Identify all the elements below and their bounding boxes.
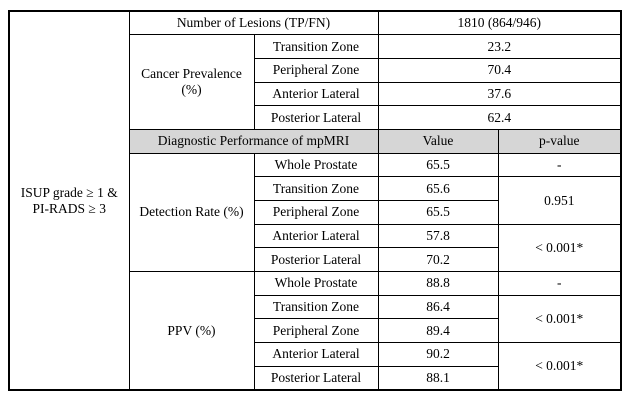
region-value-cell: 23.2 bbox=[377, 34, 622, 59]
table-row: Peripheral Zone 89.4 bbox=[9, 318, 621, 344]
region-value-cell: 65.5 bbox=[377, 152, 499, 178]
table-row: Posterior Lateral 88.1 bbox=[9, 365, 621, 391]
region-label-cell: Anterior Lateral bbox=[253, 81, 379, 107]
table-header-row: Diagnostic Performance of mpMRI Value p-… bbox=[9, 128, 622, 154]
pvalue-cell: - bbox=[497, 271, 622, 296]
region-label-cell: Peripheral Zone bbox=[253, 318, 379, 344]
region-value-cell: 62.4 bbox=[377, 105, 622, 130]
table-row: Anterior Lateral 37.6 bbox=[9, 81, 622, 107]
table-row: Posterior Lateral 70.2 bbox=[9, 247, 621, 273]
region-value-cell: 70.2 bbox=[377, 247, 499, 273]
region-value-cell: 86.4 bbox=[377, 294, 499, 320]
condition-label-cell: ISUP grade ≥ 1 & PI-RADS ≥ 3 bbox=[8, 10, 130, 391]
table-row: Peripheral Zone 70.4 bbox=[9, 57, 622, 83]
pvalue-cell: < 0.001* bbox=[497, 342, 622, 391]
region-label-cell: Posterior Lateral bbox=[253, 105, 379, 130]
region-value-cell: 65.5 bbox=[377, 200, 499, 225]
cancer-prevalence-label-line1: Cancer Prevalence bbox=[141, 66, 242, 82]
region-value-cell: 37.6 bbox=[377, 81, 622, 107]
region-value-cell: 88.1 bbox=[377, 365, 499, 391]
region-label-cell: Transition Zone bbox=[253, 34, 379, 59]
region-label-cell: Transition Zone bbox=[253, 294, 379, 320]
table-row: Detection Rate (%) Whole Prostate 65.5 - bbox=[9, 152, 622, 273]
region-label-cell: Posterior Lateral bbox=[253, 247, 379, 273]
value-column-header-cell: Value bbox=[377, 128, 499, 154]
ppv-label-cell: PPV (%) bbox=[128, 271, 255, 391]
table-row: Cancer Prevalence (%) Transition Zone 23… bbox=[9, 34, 622, 130]
diagnostic-performance-header-cell: Diagnostic Performance of mpMRI bbox=[128, 128, 379, 154]
pvalue-cell: - bbox=[497, 152, 622, 178]
table-row: ISUP grade ≥ 1 & PI-RADS ≥ 3 Number of L… bbox=[8, 10, 622, 391]
region-value-cell: 70.4 bbox=[377, 57, 622, 83]
table-row: Transition Zone 65.6 0.951 bbox=[9, 176, 622, 225]
region-label-cell: Whole Prostate bbox=[253, 271, 379, 296]
table-row: Peripheral Zone 65.5 bbox=[9, 200, 621, 225]
diagnostic-performance-table: ISUP grade ≥ 1 & PI-RADS ≥ 3 Number of L… bbox=[8, 10, 622, 391]
region-value-cell: 90.2 bbox=[377, 342, 499, 367]
table-row: PPV (%) Whole Prostate 88.8 - bbox=[9, 271, 622, 391]
region-label-cell: Anterior Lateral bbox=[253, 342, 379, 367]
table-row: Anterior Lateral 90.2 < 0.001* bbox=[9, 342, 622, 391]
detection-rate-label-cell: Detection Rate (%) bbox=[128, 152, 255, 273]
pvalue-column-header-cell: p-value bbox=[497, 128, 622, 154]
condition-label-line1: ISUP grade ≥ 1 & bbox=[20, 184, 118, 200]
region-value-cell: 88.8 bbox=[377, 271, 499, 296]
pvalue-cell: < 0.001* bbox=[497, 294, 622, 344]
lesions-label-cell: Number of Lesions (TP/FN) bbox=[128, 10, 379, 36]
region-label-cell: Peripheral Zone bbox=[253, 200, 379, 225]
region-value-cell: 89.4 bbox=[377, 318, 499, 344]
region-value-cell: 65.6 bbox=[377, 176, 499, 201]
region-label-cell: Peripheral Zone bbox=[253, 57, 379, 83]
cancer-prevalence-label-cell: Cancer Prevalence (%) bbox=[128, 34, 255, 130]
pvalue-cell: 0.951 bbox=[497, 176, 622, 225]
region-label-cell: Anterior Lateral bbox=[253, 223, 379, 249]
region-label-cell: Whole Prostate bbox=[253, 152, 379, 178]
pvalue-cell: < 0.001* bbox=[497, 223, 622, 273]
lesions-value-cell: 1810 (864/946) bbox=[377, 10, 622, 36]
region-label-cell: Transition Zone bbox=[253, 176, 379, 201]
region-label-cell: Posterior Lateral bbox=[253, 365, 379, 391]
table-row: Anterior Lateral 57.8 < 0.001* bbox=[9, 223, 622, 273]
condition-label-line2: PI-RADS ≥ 3 bbox=[32, 200, 106, 216]
cancer-prevalence-label-line2: (%) bbox=[181, 82, 202, 98]
region-value-cell: 57.8 bbox=[377, 223, 499, 249]
results-table-container: ISUP grade ≥ 1 & PI-RADS ≥ 3 Number of L… bbox=[8, 10, 622, 391]
table-row: Transition Zone 86.4 < 0.001* bbox=[9, 294, 622, 344]
